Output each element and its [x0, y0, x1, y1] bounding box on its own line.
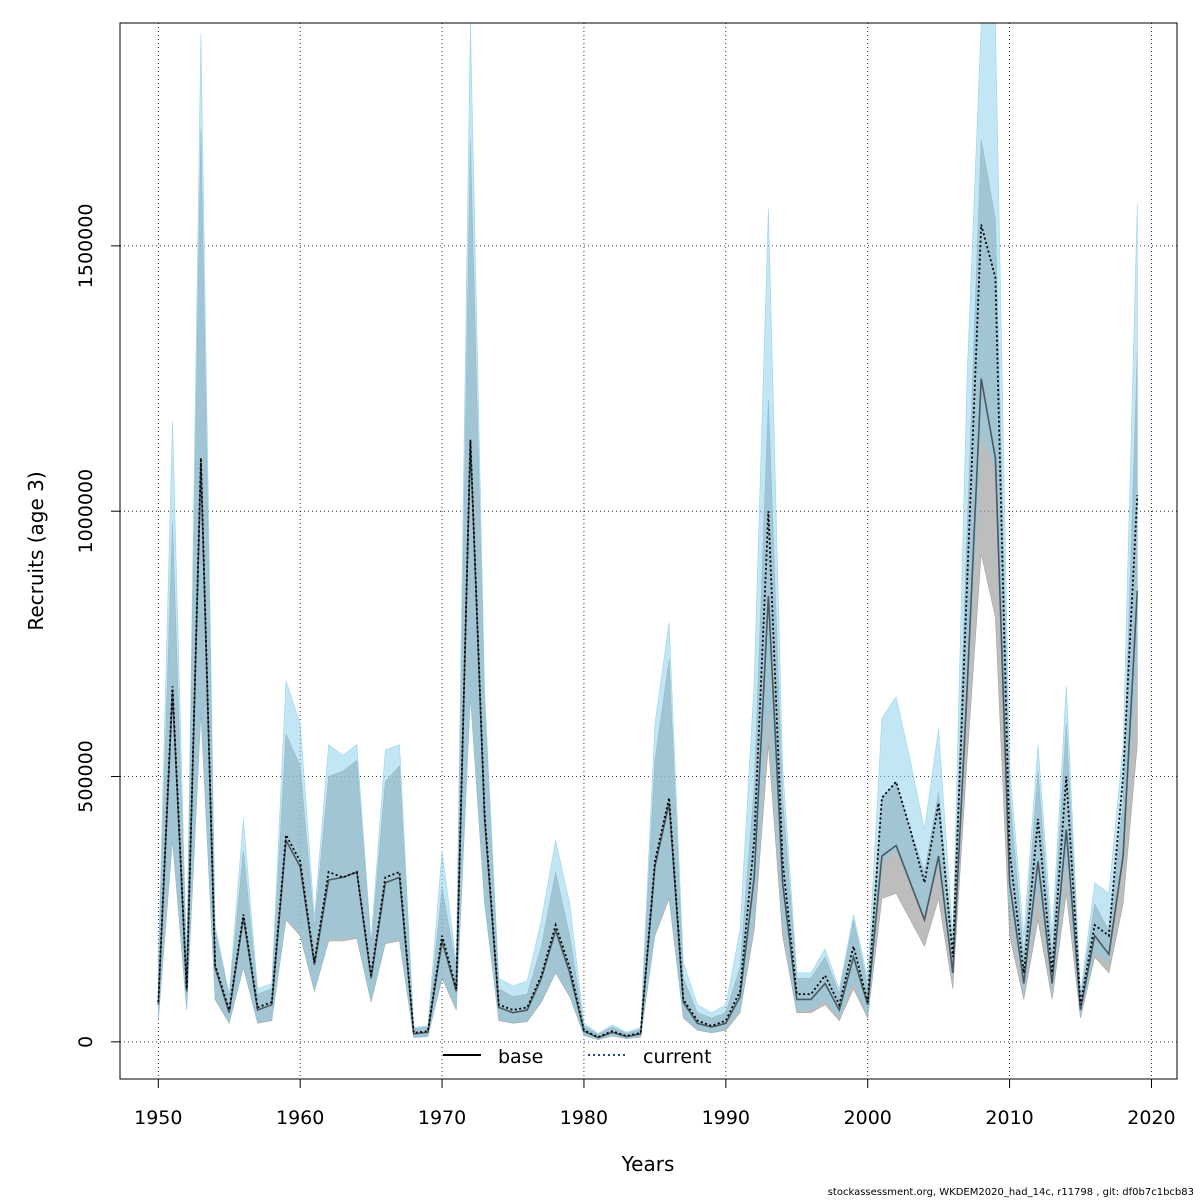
confidence-bands — [158, 22, 1138, 1041]
x-tick-label-1980: 1980 — [560, 1107, 608, 1129]
legend: base current — [443, 1046, 712, 1068]
y-axis: 0 500000 1000000 1500000 — [75, 204, 121, 1048]
y-tick-label-1500000: 1500000 — [75, 204, 97, 289]
x-tick-label-2000: 2000 — [844, 1107, 892, 1129]
y-tick-label-1000000: 1000000 — [75, 469, 97, 554]
legend-label-current: current — [643, 1046, 712, 1068]
y-tick-label-500000: 500000 — [75, 740, 97, 813]
y-axis-label: Recruits (age 3) — [24, 471, 48, 630]
y-tick-label-0: 0 — [75, 1036, 97, 1048]
band-current — [158, 22, 1138, 1040]
x-axis: 1950 1960 1970 1980 1990 2000 2010 2020 — [134, 1078, 1176, 1129]
legend-label-base: base — [498, 1046, 543, 1068]
series-lines — [157, 224, 1139, 1039]
footer-credit: stockassessment.org, WKDEM2020_had_14c, … — [827, 1187, 1194, 1198]
x-tick-label-2020: 2020 — [1127, 1107, 1175, 1129]
x-tick-label-1970: 1970 — [418, 1107, 466, 1129]
x-axis-label: Years — [621, 1152, 675, 1176]
x-tick-label-1990: 1990 — [702, 1107, 750, 1129]
line-current — [157, 224, 1139, 1039]
x-tick-label-2010: 2010 — [985, 1107, 1033, 1129]
grid-lines — [120, 23, 1177, 1079]
x-tick-label-1960: 1960 — [276, 1107, 324, 1129]
x-tick-label-1950: 1950 — [134, 1107, 182, 1129]
